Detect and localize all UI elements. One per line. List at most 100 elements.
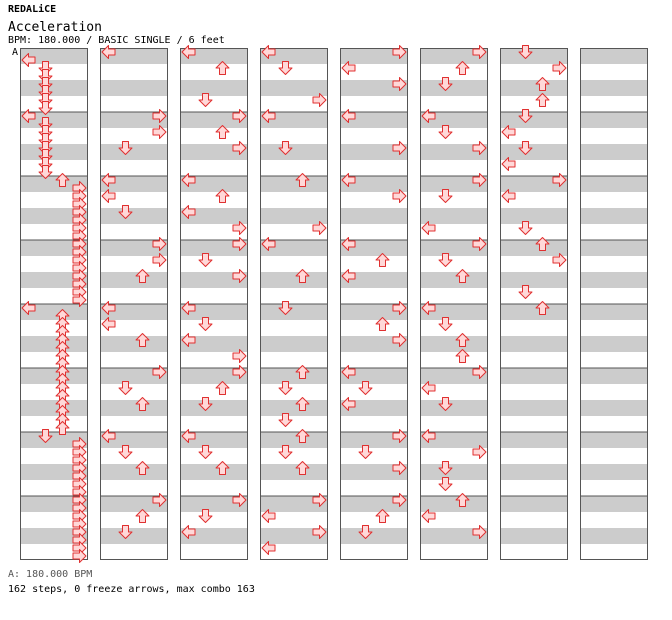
right-arrow-icon [552,253,567,267]
beat-stripe [420,272,488,288]
beat-stripe [260,400,328,416]
beat-stripe [580,528,648,544]
right-arrow-icon [232,141,247,155]
beat-stripe [20,528,88,544]
left-arrow-icon [341,173,356,187]
beat-stripe [580,80,648,96]
up-arrow-icon [215,189,230,203]
beat-stripe [500,272,568,288]
step-stats: 162 steps, 0 freeze arrows, max combo 16… [8,584,255,595]
beat-stripe [260,528,328,544]
left-arrow-icon [261,109,276,123]
beat-stripe [580,112,648,128]
beat-stripe [420,48,488,64]
down-arrow-icon [198,253,213,267]
down-arrow-icon [438,317,453,331]
beat-stripe [420,112,488,128]
beat-stripe [20,144,88,160]
down-arrow-icon [198,445,213,459]
right-arrow-icon [392,333,407,347]
column-border [100,48,168,560]
down-arrow-icon [438,189,453,203]
beat-stripe [500,336,568,352]
up-arrow-icon [215,461,230,475]
down-arrow-icon [438,461,453,475]
left-arrow-icon [421,109,436,123]
down-arrow-icon [278,301,293,315]
beat-stripe [20,496,88,512]
beat-stripe [180,304,248,320]
beat-stripe [20,336,88,352]
down-arrow-icon [198,397,213,411]
beat-stripe [100,272,168,288]
beat-stripe [100,112,168,128]
right-arrow-icon [232,349,247,363]
beat-stripe [580,240,648,256]
left-arrow-icon [421,381,436,395]
beat-stripe [180,368,248,384]
down-arrow-icon [278,381,293,395]
beat-stripe [100,240,168,256]
song-title: Acceleration [8,20,102,35]
right-arrow-icon [232,493,247,507]
right-arrow-icon [472,445,487,459]
left-arrow-icon [501,189,516,203]
up-arrow-icon [135,461,150,475]
down-arrow-icon [118,141,133,155]
down-arrow-icon [438,77,453,91]
beat-stripe [340,80,408,96]
right-arrow-icon [232,269,247,283]
left-arrow-icon [501,157,516,171]
beat-stripe [500,176,568,192]
down-arrow-icon [358,445,373,459]
chart-column [340,48,408,560]
beat-stripe [260,496,328,512]
left-arrow-icon [181,205,196,219]
up-arrow-icon [535,77,550,91]
beat-stripe [500,400,568,416]
down-arrow-icon [438,397,453,411]
right-arrow-icon [392,301,407,315]
up-arrow-icon [455,61,470,75]
beat-stripe [500,464,568,480]
beat-stripe [340,464,408,480]
chart-column [180,48,248,560]
left-arrow-icon [101,189,116,203]
down-arrow-icon [198,93,213,107]
beat-stripe [500,208,568,224]
down-arrow-icon [198,509,213,523]
beat-stripe [180,400,248,416]
beat-stripe [580,304,648,320]
beat-stripe [100,208,168,224]
beat-stripe [20,464,88,480]
beat-stripe [580,400,648,416]
up-arrow-icon [295,173,310,187]
right-arrow-icon [312,221,327,235]
left-arrow-icon [421,221,436,235]
beat-stripe [260,368,328,384]
beat-stripe [420,496,488,512]
up-arrow-icon [535,93,550,107]
beat-stripe [340,144,408,160]
beat-stripe [180,496,248,512]
right-arrow-icon [392,141,407,155]
beat-stripe [180,144,248,160]
beat-stripe [20,176,88,192]
beat-stripe [420,304,488,320]
right-arrow-icon [392,461,407,475]
right-arrow-icon [232,237,247,251]
down-arrow-icon [118,205,133,219]
beat-stripe [500,368,568,384]
beat-stripe [500,240,568,256]
beat-stripe [580,432,648,448]
left-arrow-icon [261,541,276,555]
left-arrow-icon [21,109,36,123]
up-arrow-icon [455,349,470,363]
beat-stripe [420,208,488,224]
beat-stripe [500,48,568,64]
beat-stripe [20,80,88,96]
beat-stripe [340,528,408,544]
beat-stripe [340,336,408,352]
left-arrow-icon [261,237,276,251]
beat-stripe [260,304,328,320]
